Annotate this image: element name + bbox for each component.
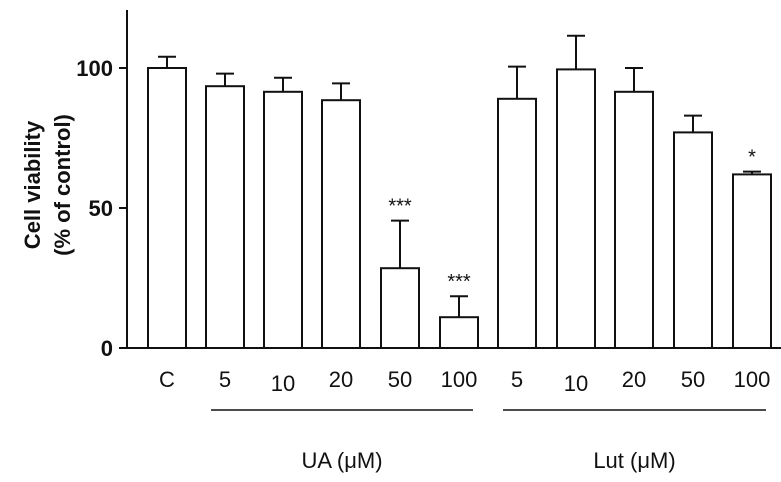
bar	[497, 97, 537, 349]
x-tick-label: 100	[734, 367, 771, 392]
significance-label: *	[748, 147, 756, 169]
y-tick-label: 0	[101, 336, 113, 361]
x-tick-label: 5	[511, 367, 523, 392]
y-tick-label: 50	[89, 196, 113, 221]
x-tick-label: 50	[388, 367, 412, 392]
y-axis-label-line1: Cell viability	[20, 120, 45, 249]
bar	[614, 90, 654, 350]
bar	[205, 85, 245, 349]
x-tick-label: 10	[271, 371, 295, 396]
bar	[673, 131, 713, 349]
group-label: Lut (μM)	[593, 448, 675, 473]
x-tick-label: 20	[329, 367, 353, 392]
bar	[380, 267, 420, 350]
y-axis-label: Cell viability (% of control)	[20, 114, 75, 256]
x-tick-label: C	[159, 367, 175, 392]
group-label: UA (μM)	[301, 448, 382, 473]
x-tick-labels: C 5 10 20 50 100 5 10 20 50 100	[159, 367, 770, 396]
bars: *******	[147, 34, 772, 350]
bar	[263, 90, 303, 350]
x-tick-label: 100	[441, 367, 478, 392]
significance-label: ***	[388, 196, 412, 218]
bar	[556, 68, 596, 350]
x-tick-label: 20	[622, 367, 646, 392]
bar	[147, 67, 187, 349]
x-tick-label: 10	[564, 371, 588, 396]
x-tick-label: 5	[219, 367, 231, 392]
bar	[439, 316, 479, 350]
group-labels: UA (μM) Lut (μM)	[211, 409, 766, 473]
y-ticks: 0 50 100	[76, 56, 127, 361]
significance-label: ***	[447, 271, 471, 293]
y-axis-label-line2: (% of control)	[50, 114, 75, 256]
y-tick-label: 100	[76, 56, 113, 81]
x-tick-label: 50	[681, 367, 705, 392]
bar	[732, 173, 772, 349]
bar	[321, 99, 361, 349]
